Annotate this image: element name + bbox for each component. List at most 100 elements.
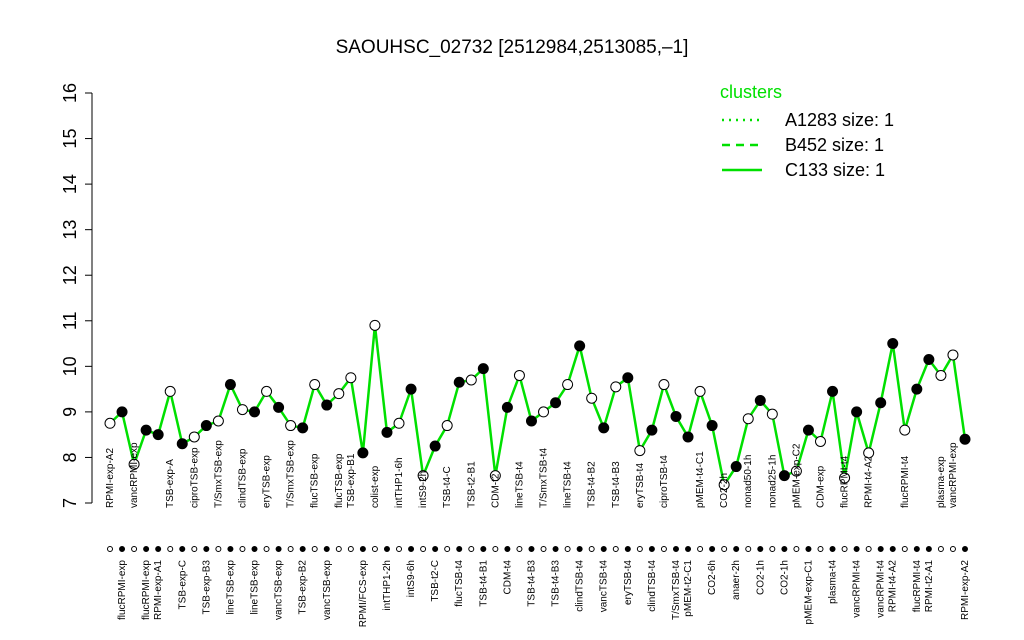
y-tick-label: 13 [60, 220, 80, 240]
rug-dot [287, 546, 294, 552]
x-tick-label: vancRPMI-exp [948, 442, 959, 508]
data-point [682, 431, 694, 443]
x-tick-label: RPMI-exp-A2 [105, 448, 116, 508]
data-point [827, 385, 839, 397]
data-point [297, 422, 309, 434]
rug-dot [817, 546, 824, 552]
data-point [911, 383, 923, 395]
x-tick-label: RPMI-exp-A1 [153, 560, 164, 620]
x-tick-label: lineTSB-exp [225, 560, 236, 615]
rug-dot [420, 546, 427, 552]
x-tick-label: ciproTSB-exp [189, 447, 200, 508]
data-point [742, 413, 754, 425]
x-tick-label: CO2-1h [755, 560, 766, 595]
rug-dot [516, 546, 523, 552]
rug-dot [179, 546, 186, 552]
data-point [694, 385, 706, 397]
rug-dot [408, 546, 415, 552]
rug-dot [191, 546, 198, 552]
data-point [501, 401, 513, 413]
rug-dot [215, 546, 222, 552]
x-tick-label: TSB-exp-A [165, 459, 176, 508]
x-tick-label: CDM-t2 [490, 473, 501, 508]
data-point [935, 369, 947, 381]
rug-dot [793, 546, 800, 552]
rug-dot [721, 546, 728, 552]
x-tick-label: RPMI-t4-A2 [864, 455, 875, 508]
rug-dot [383, 546, 390, 552]
rug-dot [347, 546, 354, 552]
data-point [249, 406, 261, 418]
rug-dot [853, 546, 860, 552]
data-point [814, 436, 826, 447]
data-point [489, 470, 501, 482]
y-tick-label: 11 [60, 311, 80, 330]
data-point [802, 424, 814, 436]
rug-dot [167, 546, 174, 552]
rug-dot [733, 546, 740, 552]
rug-dot [781, 546, 788, 552]
data-point [176, 438, 188, 450]
x-tick-label: flucRPMI-exp [117, 560, 128, 620]
x-tick-label: intS9-6h [406, 560, 417, 597]
y-tick-label: 15 [60, 129, 80, 149]
x-tick-label: ciproTSB-t4 [659, 455, 670, 508]
x-tick-label: intTHP1-6h [394, 457, 405, 508]
x-tick-label: CO2-2h [719, 473, 730, 508]
x-tick-label: plasma-exp [936, 456, 947, 508]
data-point [477, 363, 489, 375]
data-point [369, 319, 381, 331]
x-tick-label: lineTSB-t4 [514, 461, 525, 508]
x-tick-label: clindTSB-t4 [647, 560, 658, 612]
x-tick-label: CO2-1h [779, 560, 790, 595]
data-point [140, 424, 152, 436]
rug-dot [396, 546, 403, 552]
data-point [285, 420, 297, 432]
x-tick-label: flucRPMI-t4 [912, 560, 923, 613]
data-point [357, 447, 369, 459]
x-tick-label: TSB-exp-C [177, 560, 188, 609]
y-tick-label: 16 [60, 83, 80, 103]
x-tick-label: TSB-exp-B3 [201, 560, 212, 615]
rug-dot [456, 546, 463, 552]
rug-dot [564, 546, 571, 552]
rug-dot [371, 546, 378, 552]
x-tick-label: T/SmxTSB-exp [213, 440, 224, 508]
data-point [453, 376, 465, 388]
rug-dot [239, 546, 246, 552]
data-point [598, 422, 610, 434]
rug-dot [227, 546, 234, 552]
rug-dot [263, 546, 270, 552]
y-tick-label: 12 [60, 265, 80, 285]
rug-dot [576, 546, 583, 552]
rug-dot [612, 546, 619, 552]
legend-label: C133 size: 1 [785, 160, 885, 180]
rug-dot [757, 546, 764, 552]
x-tick-label: flucTSB-exp [334, 453, 345, 508]
x-tick-label: vancTSB-t4 [599, 560, 610, 613]
rug-dot [745, 546, 752, 552]
rug-dot [552, 546, 559, 552]
y-tick-label: 9 [60, 407, 80, 417]
data-point [634, 445, 646, 457]
x-tick-label: TSB-t2-B1 [466, 461, 477, 508]
rug-dot [444, 546, 451, 552]
x-tick-label: eryTSB-t4 [635, 463, 646, 508]
data-point [863, 447, 875, 459]
data-point [164, 385, 176, 397]
data-point [899, 424, 911, 436]
legend-label: A1283 size: 1 [785, 110, 894, 130]
data-point [116, 406, 128, 418]
x-tick-label: TSB-exp-B2 [298, 560, 309, 615]
data-point [622, 372, 634, 384]
rug-dot [636, 546, 643, 552]
y-tick-label: 7 [60, 498, 80, 508]
data-point [766, 408, 778, 420]
data-point [550, 397, 562, 409]
data-point [417, 470, 429, 482]
data-point [393, 417, 405, 429]
rug-dot [480, 546, 487, 552]
data-point [152, 429, 164, 441]
y-tick-label: 8 [60, 452, 80, 462]
